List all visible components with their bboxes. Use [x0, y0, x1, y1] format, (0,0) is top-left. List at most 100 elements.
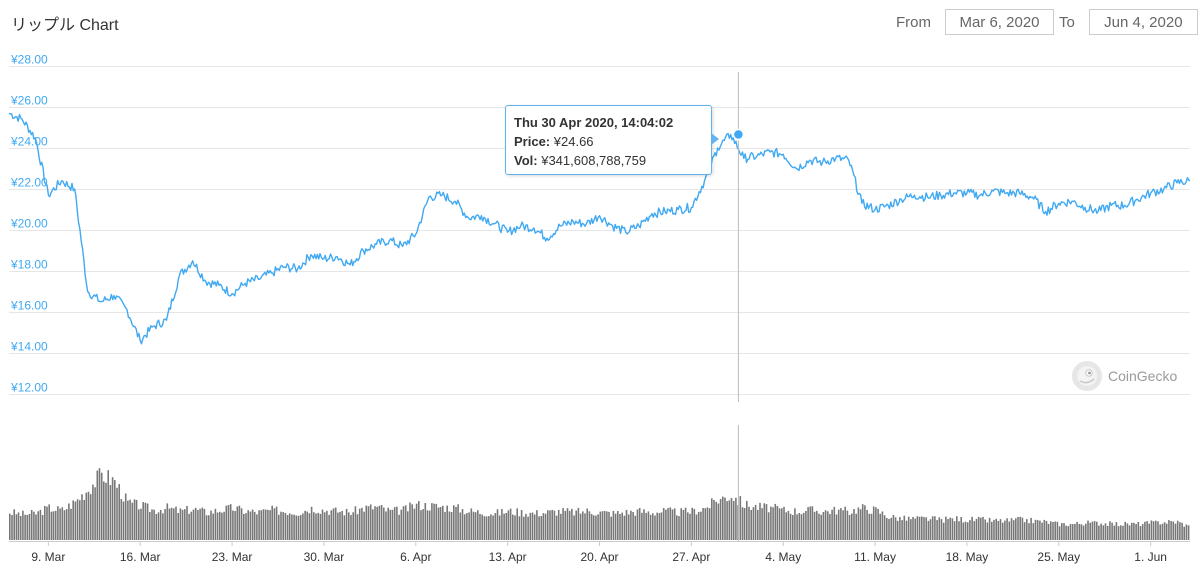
- volume-bar: [146, 503, 149, 540]
- volume-bar: [1058, 526, 1061, 540]
- volume-bar: [619, 514, 621, 540]
- volume-bar: [1052, 522, 1054, 540]
- volume-bar: [750, 510, 752, 540]
- volume-bar: [170, 507, 173, 540]
- volume-bar: [177, 513, 179, 540]
- volume-bar: [888, 519, 890, 540]
- volume-bar: [883, 515, 886, 540]
- volume-bar: [638, 508, 641, 540]
- price-axis-labels: ¥12.00 ¥14.00 ¥16.00 ¥18.00 ¥20.00 ¥22.00 ¥24.…: [10, 53, 48, 395]
- volume-bar: [866, 510, 868, 540]
- volume-bar: [910, 519, 912, 540]
- volume-bar: [912, 517, 914, 540]
- volume-bar: [57, 506, 59, 540]
- volume-bar: [321, 509, 324, 540]
- volume-bar: [765, 504, 768, 540]
- volume-bar: [719, 499, 722, 540]
- volume-bar: [577, 507, 580, 540]
- volume-bar: [859, 509, 862, 540]
- to-date-input[interactable]: [1088, 9, 1198, 35]
- volume-bar: [807, 507, 809, 540]
- volume-bar: [1174, 523, 1177, 540]
- volume-bar: [54, 510, 57, 540]
- volume-bar: [1102, 525, 1105, 540]
- volume-bar: [555, 515, 558, 540]
- volume-bar: [466, 513, 468, 540]
- volume-bar: [407, 511, 409, 540]
- volume-bar: [627, 514, 630, 540]
- volume-bar: [175, 506, 177, 540]
- volume-bar: [159, 509, 162, 540]
- volume-bar: [65, 509, 68, 540]
- volume-bar: [1139, 526, 1142, 540]
- volume-bar: [1109, 521, 1111, 540]
- volume-bar: [96, 470, 99, 540]
- volume-bar: [210, 510, 212, 540]
- volume-bar: [512, 514, 514, 540]
- volume-bar: [634, 515, 637, 540]
- volume-bar: [94, 487, 96, 540]
- volume-bar: [494, 513, 497, 540]
- volume-bar: [702, 508, 704, 540]
- volume-bar: [120, 499, 123, 540]
- volume-bar: [253, 511, 256, 540]
- volume-bar: [647, 511, 650, 540]
- volume-bar: [763, 503, 766, 540]
- volume-bar: [249, 511, 252, 540]
- volume-bar: [1104, 523, 1107, 540]
- volume-bar: [1133, 522, 1135, 540]
- volume-bar: [72, 500, 74, 540]
- volume-bar: [461, 509, 464, 540]
- volume-bar: [848, 515, 851, 540]
- volume-bar: [354, 506, 357, 540]
- volume-bar: [1120, 525, 1122, 540]
- volume-bar: [942, 522, 945, 540]
- volume-bar: [418, 501, 420, 540]
- volume-bar: [391, 509, 394, 540]
- volume-bar: [820, 514, 822, 540]
- volume-bar: [1135, 524, 1137, 540]
- volume-bar: [124, 493, 127, 540]
- volume-bar: [1161, 523, 1164, 540]
- price-tooltip: Thu 30 Apr 2020, 14:04:02 Price: ¥24.66 …: [505, 105, 712, 175]
- volume-bar: [433, 503, 435, 540]
- volume-bar: [977, 516, 980, 540]
- volume-bar: [267, 509, 269, 540]
- volume-bar: [772, 507, 774, 540]
- volume-bar: [197, 510, 199, 540]
- volume-bar: [520, 510, 523, 540]
- volume-bar: [1098, 525, 1100, 540]
- volume-bar: [916, 516, 919, 540]
- coingecko-watermark[interactable]: CoinGecko: [1072, 361, 1177, 391]
- volume-bar: [11, 515, 13, 540]
- volume-bar: [89, 494, 92, 540]
- volume-bar: [564, 510, 567, 540]
- volume-bar: [1170, 521, 1172, 540]
- volume-bar: [536, 510, 538, 540]
- volume-bar: [153, 509, 155, 540]
- volume-bar: [759, 502, 761, 540]
- volume-bar: [571, 508, 573, 540]
- from-date-input[interactable]: [945, 9, 1054, 35]
- volume-bar: [796, 514, 798, 540]
- volume-bar: [905, 520, 908, 540]
- volume-bar: [245, 513, 247, 540]
- volume-bar: [151, 509, 153, 540]
- volume-bar: [575, 510, 577, 540]
- volume-bar: [1015, 518, 1017, 540]
- volume-bar: [98, 468, 101, 540]
- volume-bar: [724, 497, 726, 540]
- volume-bar: [232, 510, 234, 540]
- volume-bar: [1131, 522, 1133, 540]
- x-tick-label: 11. May: [854, 550, 896, 564]
- volume-bar: [792, 515, 794, 540]
- volume-bar: [643, 509, 645, 540]
- watermark-text: CoinGecko: [1108, 368, 1178, 384]
- volume-bar: [1039, 520, 1041, 540]
- volume-bar: [387, 507, 389, 540]
- volume-bar: [315, 513, 317, 540]
- volume-bar: [757, 509, 759, 540]
- volume-bar: [732, 500, 735, 540]
- volume-bar: [1087, 520, 1089, 540]
